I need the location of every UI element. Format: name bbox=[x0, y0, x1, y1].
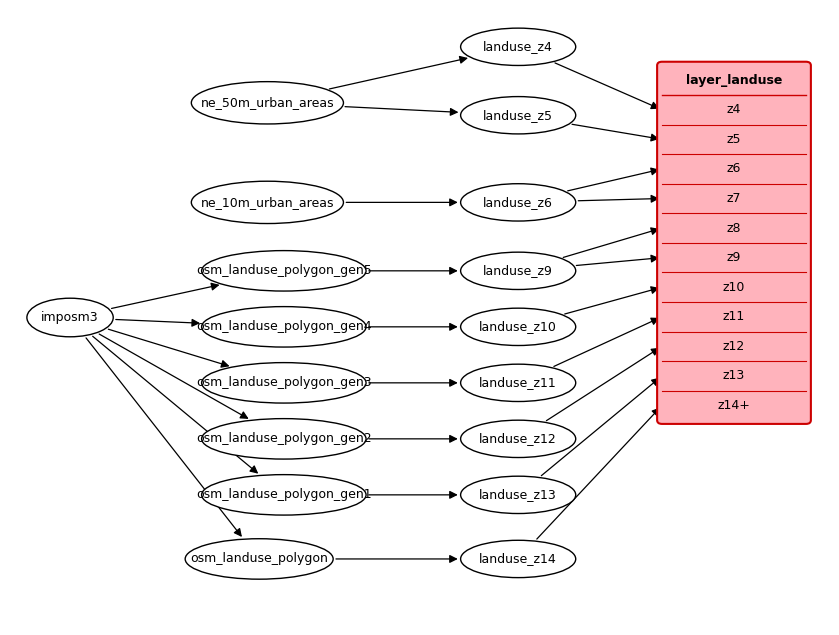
Text: osm_landuse_polygon_gen4: osm_landuse_polygon_gen4 bbox=[196, 320, 372, 333]
Ellipse shape bbox=[201, 363, 366, 403]
Text: z7: z7 bbox=[727, 192, 741, 205]
Ellipse shape bbox=[461, 420, 576, 457]
Text: landuse_z14: landuse_z14 bbox=[479, 552, 557, 565]
Text: landuse_z5: landuse_z5 bbox=[483, 109, 553, 122]
Text: osm_landuse_polygon_gen2: osm_landuse_polygon_gen2 bbox=[196, 432, 372, 445]
Ellipse shape bbox=[461, 364, 576, 401]
Ellipse shape bbox=[461, 540, 576, 578]
Text: z4: z4 bbox=[727, 104, 741, 116]
Ellipse shape bbox=[201, 474, 366, 515]
Text: osm_landuse_polygon_gen5: osm_landuse_polygon_gen5 bbox=[196, 264, 372, 277]
Text: z5: z5 bbox=[727, 133, 741, 146]
Ellipse shape bbox=[461, 28, 576, 65]
Text: landuse_z13: landuse_z13 bbox=[479, 488, 557, 502]
Ellipse shape bbox=[461, 308, 576, 345]
Ellipse shape bbox=[191, 82, 343, 124]
Ellipse shape bbox=[461, 184, 576, 221]
Text: layer_landuse: layer_landuse bbox=[685, 74, 782, 87]
Text: z8: z8 bbox=[727, 222, 741, 234]
Text: landuse_z10: landuse_z10 bbox=[479, 320, 557, 333]
Ellipse shape bbox=[461, 97, 576, 134]
Text: landuse_z4: landuse_z4 bbox=[483, 40, 553, 53]
Text: ne_10m_urban_areas: ne_10m_urban_areas bbox=[201, 196, 334, 209]
Text: osm_landuse_polygon_gen1: osm_landuse_polygon_gen1 bbox=[196, 488, 372, 502]
Text: z13: z13 bbox=[723, 370, 745, 382]
Text: osm_landuse_polygon: osm_landuse_polygon bbox=[190, 552, 328, 565]
Ellipse shape bbox=[27, 298, 113, 337]
Text: z10: z10 bbox=[723, 281, 745, 293]
Ellipse shape bbox=[461, 252, 576, 290]
Text: z9: z9 bbox=[727, 251, 741, 264]
Text: z12: z12 bbox=[723, 340, 745, 353]
Ellipse shape bbox=[461, 476, 576, 514]
Text: landuse_z9: landuse_z9 bbox=[483, 264, 553, 277]
FancyBboxPatch shape bbox=[657, 62, 810, 424]
Ellipse shape bbox=[201, 418, 366, 459]
Text: z14+: z14+ bbox=[717, 399, 750, 412]
Ellipse shape bbox=[201, 251, 366, 291]
Text: landuse_z6: landuse_z6 bbox=[483, 196, 553, 209]
Text: ne_50m_urban_areas: ne_50m_urban_areas bbox=[201, 97, 334, 109]
Ellipse shape bbox=[185, 538, 333, 579]
Text: z6: z6 bbox=[727, 163, 741, 175]
Ellipse shape bbox=[201, 307, 366, 347]
Text: landuse_z12: landuse_z12 bbox=[479, 432, 557, 445]
Text: imposm3: imposm3 bbox=[41, 311, 99, 324]
Text: osm_landuse_polygon_gen3: osm_landuse_polygon_gen3 bbox=[196, 377, 372, 389]
Ellipse shape bbox=[191, 181, 343, 224]
Text: z11: z11 bbox=[723, 311, 745, 323]
Text: landuse_z11: landuse_z11 bbox=[479, 377, 557, 389]
